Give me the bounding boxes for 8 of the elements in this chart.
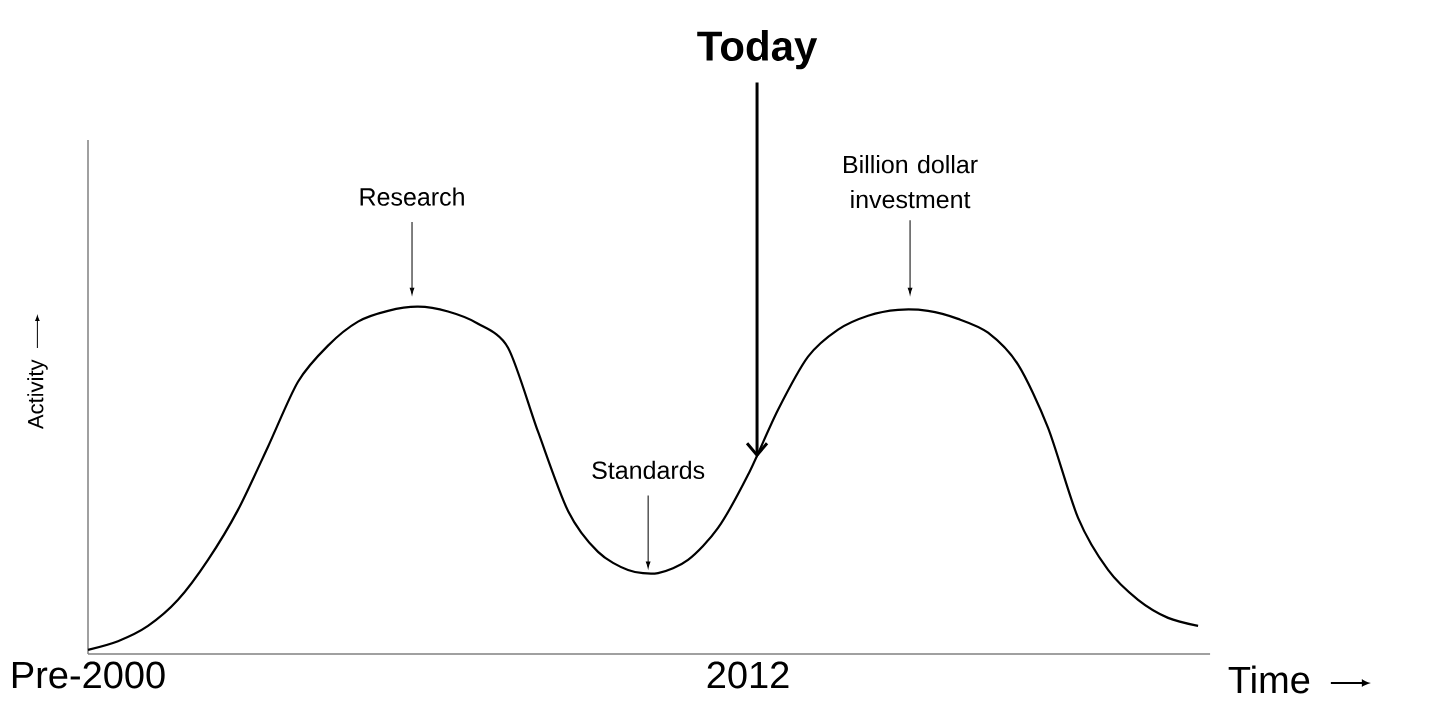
y-axis-title: Activity [27,359,48,430]
text: Billion dollar investment [844,154,978,209]
x-tick-label: 2012 [707,661,789,689]
x-axis-title: Time [1228,665,1310,694]
text: Research [360,187,464,206]
x-tick-label: Pre-2000 [12,661,165,689]
annotation: Standards [592,460,705,480]
text: Today [697,30,818,70]
